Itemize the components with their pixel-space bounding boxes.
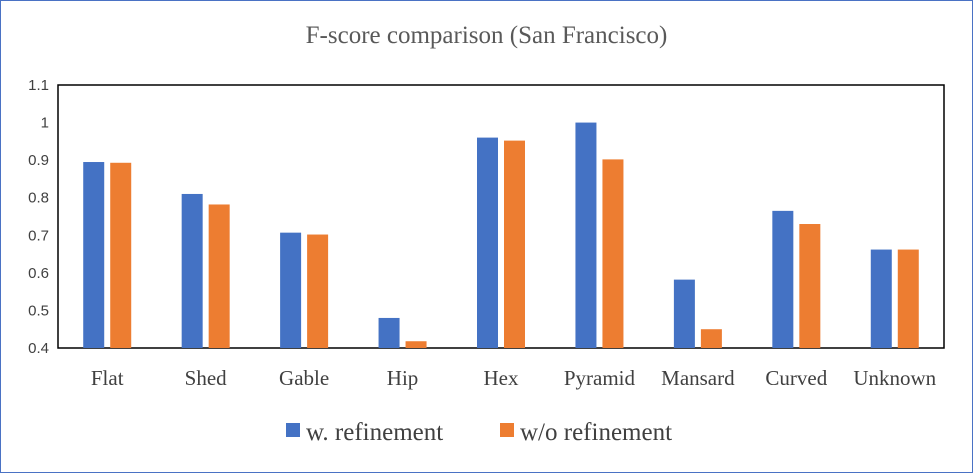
bar-without-refinement	[405, 341, 427, 348]
x-category-label: Gable	[279, 366, 329, 390]
legend-label: w/o refinement	[520, 419, 672, 446]
y-tick-label: 0.8	[28, 190, 49, 207]
bar-without-refinement	[602, 159, 624, 348]
bar-with-refinement	[575, 122, 597, 348]
legend-swatch	[286, 423, 300, 437]
y-tick-label: 0.6	[28, 265, 49, 282]
y-tick-label: 0.5	[28, 302, 49, 319]
bar-with-refinement	[181, 193, 203, 348]
bar-with-refinement	[870, 249, 892, 348]
bar-with-refinement	[477, 137, 498, 348]
bar-with-refinement	[378, 317, 400, 348]
x-category-label: Shed	[185, 366, 228, 390]
plot-area-border	[57, 84, 945, 349]
bar-with-refinement	[280, 232, 302, 348]
bar-with-refinement	[772, 210, 794, 348]
legend-swatch	[500, 423, 514, 437]
y-tick-label: 1.1	[28, 77, 49, 94]
y-tick-label: 0.4	[28, 340, 49, 357]
x-category-label: Unknown	[853, 366, 936, 390]
x-category-label: Flat	[91, 366, 124, 390]
x-category-label: Mansard	[661, 366, 735, 390]
y-tick-label: 0.7	[28, 227, 49, 244]
bar-without-refinement	[110, 162, 132, 348]
bar-without-refinement	[700, 329, 722, 348]
bar-without-refinement	[799, 224, 821, 348]
x-category-label: Curved	[765, 366, 827, 390]
legend-label: w. refinement	[306, 419, 443, 446]
y-tick-label: 1	[41, 115, 49, 132]
chart-title: F-score comparison (San Francisco)	[305, 22, 668, 49]
y-axis-ticks: 0.4 0.5 0.6 0.7 0.8 0.9 1 1.1	[28, 77, 49, 357]
x-axis-labels: Flat Shed Gable Hip Hex Pyramid Mansard Curved U…	[91, 366, 937, 390]
bar-with-refinement	[83, 162, 105, 348]
bar-without-refinement	[504, 140, 525, 348]
bar-without-refinement	[307, 234, 329, 348]
bar-with-refinement	[673, 279, 695, 348]
bars	[83, 122, 919, 348]
bar-without-refinement	[208, 204, 230, 348]
y-tick-label: 0.9	[28, 152, 49, 169]
x-category-label: Hex	[484, 366, 519, 390]
legend: w. refinement w/o refinement	[286, 419, 672, 446]
x-category-label: Hip	[387, 366, 419, 390]
bar-without-refinement	[897, 249, 919, 348]
x-category-label: Pyramid	[564, 366, 636, 390]
